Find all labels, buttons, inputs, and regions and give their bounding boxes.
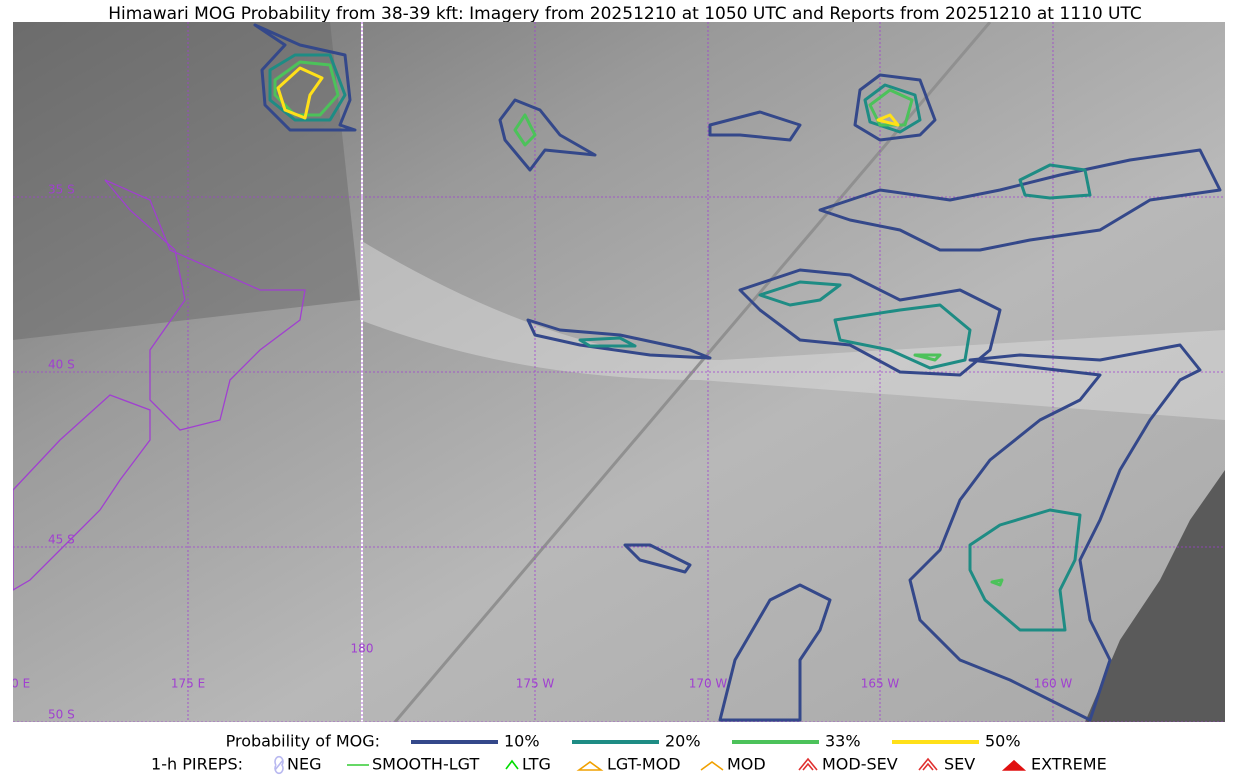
contours bbox=[253, 23, 1222, 722]
pirep-symbol bbox=[918, 757, 938, 771]
probability-contour bbox=[876, 113, 900, 127]
probability-contour bbox=[526, 318, 712, 360]
probability-contour bbox=[990, 578, 1004, 587]
pirep-label: MOD-SEV bbox=[822, 755, 898, 774]
probability-contour bbox=[968, 508, 1082, 632]
title: Himawari MOG Probability from 38-39 kft:… bbox=[108, 4, 1142, 24]
pirep-symbol bbox=[576, 761, 604, 771]
pirep-label: MOD bbox=[727, 755, 766, 774]
probability-contour bbox=[513, 113, 537, 147]
probability-contour bbox=[853, 73, 937, 142]
pirep-symbol bbox=[798, 757, 818, 771]
legend-item-label: 50% bbox=[985, 732, 1021, 751]
probability-legend-label: Probability of MOG: bbox=[226, 732, 380, 751]
pirep-label: SEV bbox=[944, 755, 975, 774]
lon-label: 175 E bbox=[171, 677, 205, 691]
lon-label: 180 bbox=[351, 642, 374, 656]
pirep-symbol bbox=[505, 759, 519, 770]
lat-label: 50 S bbox=[48, 708, 75, 722]
coastline bbox=[13, 179, 306, 591]
graticule: 35 S 40 S 45 S 50 S 170 E 175 E 180 175 W 170 W 1… bbox=[0, 22, 1225, 722]
probability-contour bbox=[738, 268, 1002, 377]
probability-contour bbox=[913, 353, 942, 362]
lon-label: 165 W bbox=[861, 677, 900, 691]
probability-contour bbox=[818, 148, 1222, 252]
lat-label: 35 S bbox=[48, 183, 75, 197]
legend-item-label: 10% bbox=[504, 732, 540, 751]
probability-contour bbox=[708, 110, 802, 142]
probability-contour bbox=[498, 98, 597, 172]
probability-contour bbox=[623, 543, 692, 574]
pirep-label: SMOOTH-LGT bbox=[372, 755, 479, 774]
no-data-region bbox=[1085, 470, 1225, 722]
pirep-symbol bbox=[1001, 759, 1027, 771]
probability-contour bbox=[908, 343, 1202, 722]
probability-contour bbox=[718, 583, 832, 722]
lon-label: 160 W bbox=[1034, 677, 1073, 691]
probability-contour bbox=[1018, 163, 1092, 200]
probability-contour bbox=[253, 23, 357, 132]
lat-label: 40 S bbox=[48, 358, 75, 372]
dark-cloud-band bbox=[13, 22, 360, 340]
pirep-label: EXTREME bbox=[1031, 755, 1107, 774]
probability-contour bbox=[268, 53, 347, 122]
lon-label: 170 W bbox=[689, 677, 728, 691]
pirep-symbol bbox=[274, 755, 284, 775]
probability-contour bbox=[833, 303, 972, 370]
probability-contour bbox=[868, 88, 914, 127]
probability-contour bbox=[578, 336, 637, 348]
legend-item-label: 20% bbox=[665, 732, 701, 751]
pirep-label: LTG bbox=[522, 755, 551, 774]
probability-contour bbox=[273, 60, 340, 117]
legend: Probability of MOG: 1-h PIREPS: 10% 20% 33… bbox=[151, 732, 1107, 775]
probability-contour bbox=[276, 66, 324, 120]
pirep-symbol bbox=[700, 761, 724, 771]
bright-cloud-band bbox=[360, 240, 1225, 420]
lon-label: 170 E bbox=[0, 677, 30, 691]
lat-label: 45 S bbox=[48, 533, 75, 547]
pirep-label: LGT-MOD bbox=[607, 755, 681, 774]
pireps-legend-label: 1-h PIREPS: bbox=[151, 755, 243, 774]
probability-contour bbox=[758, 280, 842, 307]
pirep-label: NEG bbox=[287, 755, 321, 774]
legend-item-label: 33% bbox=[825, 732, 861, 751]
lon-label: 175 W bbox=[516, 677, 555, 691]
imagery: 35 S 40 S 45 S 50 S 170 E 175 E 180 175 W 170 W 1… bbox=[0, 22, 1225, 722]
probability-contour bbox=[863, 83, 922, 134]
